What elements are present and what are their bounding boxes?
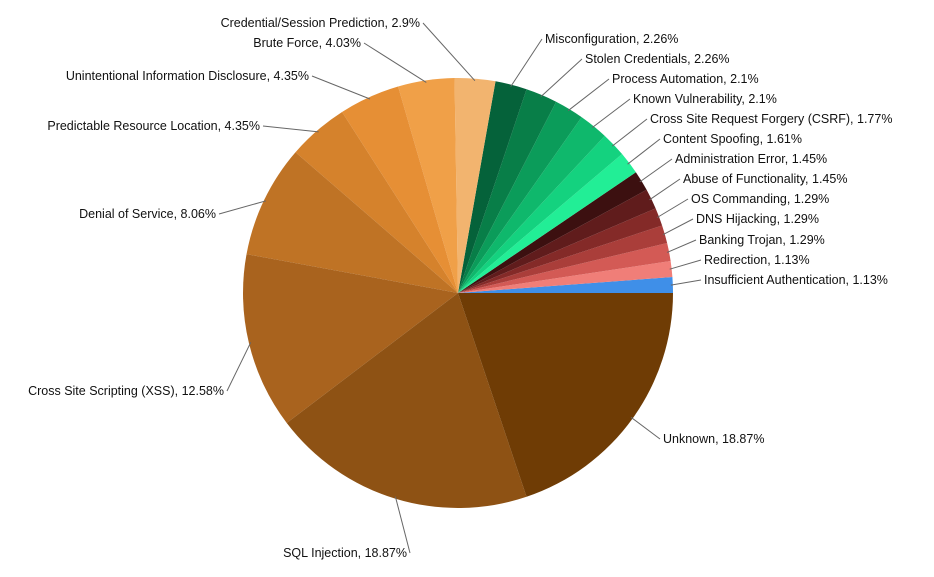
pie-slice[interactable]	[286, 293, 527, 508]
leader-line	[394, 496, 411, 554]
leader-line	[630, 416, 661, 440]
leader-line	[262, 125, 319, 133]
pie-slice[interactable]	[458, 276, 673, 293]
slices-layer	[243, 78, 673, 508]
leader-line	[218, 200, 267, 215]
slice-label: SQL Injection, 18.87%	[283, 546, 407, 560]
slice-label: Banking Trojan, 1.29%	[699, 233, 825, 247]
slice-label: Unintentional Information Disclosure, 4.…	[66, 69, 309, 83]
slice-label: Unknown, 18.87%	[663, 432, 764, 446]
leader-line	[669, 259, 702, 270]
leader-line	[591, 98, 631, 128]
pie-slice[interactable]	[295, 111, 459, 293]
leader-line	[666, 239, 697, 253]
leader-line	[226, 342, 252, 392]
pie-slice[interactable]	[458, 189, 656, 293]
pie-slice[interactable]	[458, 208, 663, 293]
leader-line	[363, 42, 427, 83]
pie-slice[interactable]	[458, 117, 605, 293]
pie-slice[interactable]	[458, 154, 636, 293]
pie-slice[interactable]	[454, 78, 496, 294]
slice-label: Administration Error, 1.45%	[675, 152, 827, 166]
slice-label: Predictable Resource Location, 4.35%	[47, 119, 260, 133]
slice-label: OS Commanding, 1.29%	[691, 192, 829, 206]
pie-slice[interactable]	[458, 293, 673, 497]
slice-label: Denial of Service, 8.06%	[79, 207, 216, 221]
leader-line	[649, 178, 681, 201]
slice-label: Process Automation, 2.1%	[612, 72, 759, 86]
leader-line	[567, 78, 610, 112]
labels-layer: Insufficient Authentication, 1.13% Redire…	[28, 16, 892, 560]
leader-line	[422, 22, 476, 82]
leader-line	[656, 198, 689, 218]
slice-label: Stolen Credentials, 2.26%	[585, 52, 730, 66]
leader-line	[611, 118, 648, 147]
pie-slice[interactable]	[458, 243, 671, 293]
pie-slice[interactable]	[458, 101, 582, 293]
leader-line	[311, 75, 371, 100]
slice-label: Abuse of Functionality, 1.45%	[683, 172, 847, 186]
slice-label: Known Vulnerability, 2.1%	[633, 92, 777, 106]
leader-line	[639, 158, 673, 183]
slice-label: Cross Site Request Forgery (CSRF), 1.77%	[650, 112, 892, 126]
leader-line	[540, 58, 583, 98]
leader-line	[510, 38, 543, 87]
pie-slice[interactable]	[246, 152, 458, 293]
pie-slice[interactable]	[458, 261, 673, 293]
pie-slice[interactable]	[398, 78, 458, 293]
pie-slice[interactable]	[458, 135, 623, 293]
slice-label: Misconfiguration, 2.26%	[545, 32, 678, 46]
slice-label: Content Spoofing, 1.61%	[663, 132, 802, 146]
pie-slice[interactable]	[458, 225, 668, 293]
slice-label: Credential/Session Prediction, 2.9%	[221, 16, 420, 30]
slice-label: DNS Hijacking, 1.29%	[696, 212, 819, 226]
slice-label: Cross Site Scripting (XSS), 12.58%	[28, 384, 224, 398]
leader-line	[662, 218, 694, 236]
slice-label: Insufficient Authentication, 1.13%	[704, 273, 888, 287]
pie-slice[interactable]	[342, 86, 458, 293]
slice-label: Redirection, 1.13%	[704, 253, 810, 267]
pie-slice[interactable]	[243, 254, 458, 423]
leader-line	[670, 279, 702, 286]
pie-slice[interactable]	[458, 172, 647, 293]
pie-slice[interactable]	[458, 81, 527, 293]
slice-label: Brute Force, 4.03%	[253, 36, 361, 50]
pie-slice[interactable]	[458, 89, 557, 293]
leader-lines-layer	[218, 22, 702, 554]
leader-line	[627, 138, 661, 165]
